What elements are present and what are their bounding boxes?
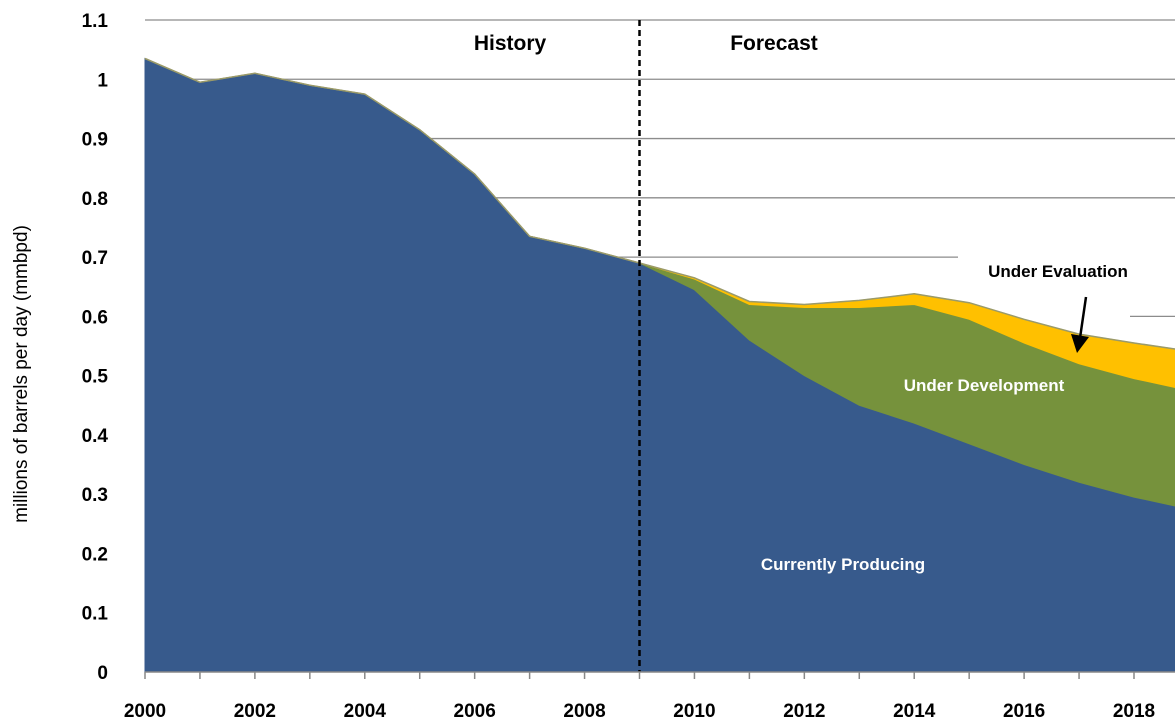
x-tick-label: 2004 [344,701,387,722]
x-tick-label: 2008 [563,701,605,722]
y-tick-label: 0.3 [82,485,108,506]
x-axis-ticks: 2000 2002 2004 2006 2008 2010 2012 2014 2016 2018 [124,672,1155,722]
under-evaluation-arrow [1078,296,1088,339]
x-tick-label: 2000 [124,701,166,722]
x-tick-label: 2016 [1003,701,1045,722]
x-tick-label: 2018 [1113,701,1155,722]
x-tick-label: 2006 [454,701,496,722]
x-tick-label: 2012 [783,701,825,722]
stacked-areas [144,57,1175,673]
x-tick-label: 2014 [893,701,936,722]
y-axis-label: millions of barrels per day (mmbpd) [11,225,32,523]
series-label-under-development: Under Development [904,376,1065,395]
y-tick-label: 0.1 [82,604,109,625]
x-tick-label: 2002 [234,701,276,722]
y-tick-label: 0.8 [82,189,108,210]
y-tick-label: 0.4 [82,426,109,447]
y-tick-label: 0.5 [82,367,109,388]
forecast-label: Forecast [730,32,818,55]
y-axis-ticks: 0 0.1 0.2 0.3 0.4 0.5 0.6 0.7 0.8 0.9 1 1.1 [82,11,109,684]
y-tick-label: 1.1 [82,11,109,32]
x-tick-label: 2010 [673,701,715,722]
y-tick-label: 0.9 [82,130,108,151]
series-label-under-evaluation: Under Evaluation [988,262,1128,281]
under-evaluation-arrowhead [1071,334,1089,353]
y-tick-label: 0.2 [82,544,108,565]
area-top-outline [144,57,1175,350]
y-tick-label: 0.7 [82,248,108,269]
y-tick-label: 1 [97,70,108,91]
series-label-currently-producing: Currently Producing [761,555,925,574]
y-tick-label: 0 [97,663,108,684]
y-tick-label: 0.6 [82,307,108,328]
history-label: History [474,32,547,55]
